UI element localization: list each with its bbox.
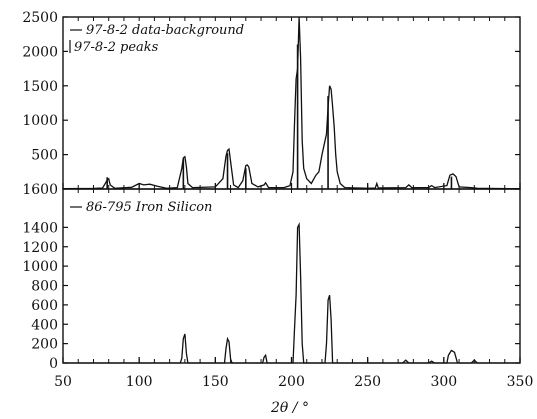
y-tick-label-bottom-3: 600 (31, 298, 58, 314)
y-tick-label-top-3: 1500 (22, 79, 58, 95)
legend-label-top-1: 97-8-2 peaks (74, 40, 159, 55)
y-tick-label-top-1: 500 (31, 148, 58, 164)
y-tick-label-top-5: 2500 (22, 10, 58, 26)
x-tick-label-5: 300 (430, 374, 457, 390)
x-tick-label-6: 350 (507, 374, 534, 390)
y-tick-label-top-0: 1600 (22, 182, 58, 198)
y-tick-label-bottom-1: 200 (31, 337, 58, 353)
series-line-bottom-0 (63, 221, 520, 364)
x-tick-label-1: 100 (126, 374, 153, 390)
top-panel: 1600 500 1000 1500 2000 2500 97-8-2 data-backg… (22, 10, 521, 198)
y-tick-label-top-4: 2000 (22, 44, 58, 60)
panel-frame-bottom (62, 188, 521, 364)
y-tick-label-top-2: 1000 (22, 113, 58, 129)
x-tick-label-2: 150 (202, 374, 229, 390)
legend-label-bottom-0: 86-795 Iron Silicon (86, 200, 212, 215)
bottom-panel: 0 200 400 600 800 1000 1200 1400 86-795 Iron Sil… (22, 188, 521, 372)
x-tick-label-3: 200 (278, 374, 305, 390)
series-line-top-0 (62, 16, 521, 190)
x-axis: 50 100 150 200 250 300 350 (54, 183, 533, 390)
x-tick-label-4: 250 (354, 374, 381, 390)
y-tick-label-bottom-7: 1400 (22, 220, 58, 236)
y-tick-label-bottom-4: 800 (31, 279, 58, 295)
legend-label-top-0: 97-8-2 data-background (86, 23, 244, 38)
y-tick-label-bottom-0: 0 (49, 356, 58, 372)
y-tick-label-bottom-6: 1200 (22, 240, 58, 256)
x-axis-label: 2θ / ° (270, 400, 309, 416)
x-tick-label-0: 50 (54, 374, 72, 390)
y-tick-label-bottom-5: 1000 (22, 259, 58, 275)
y-tick-label-bottom-2: 400 (31, 317, 58, 333)
